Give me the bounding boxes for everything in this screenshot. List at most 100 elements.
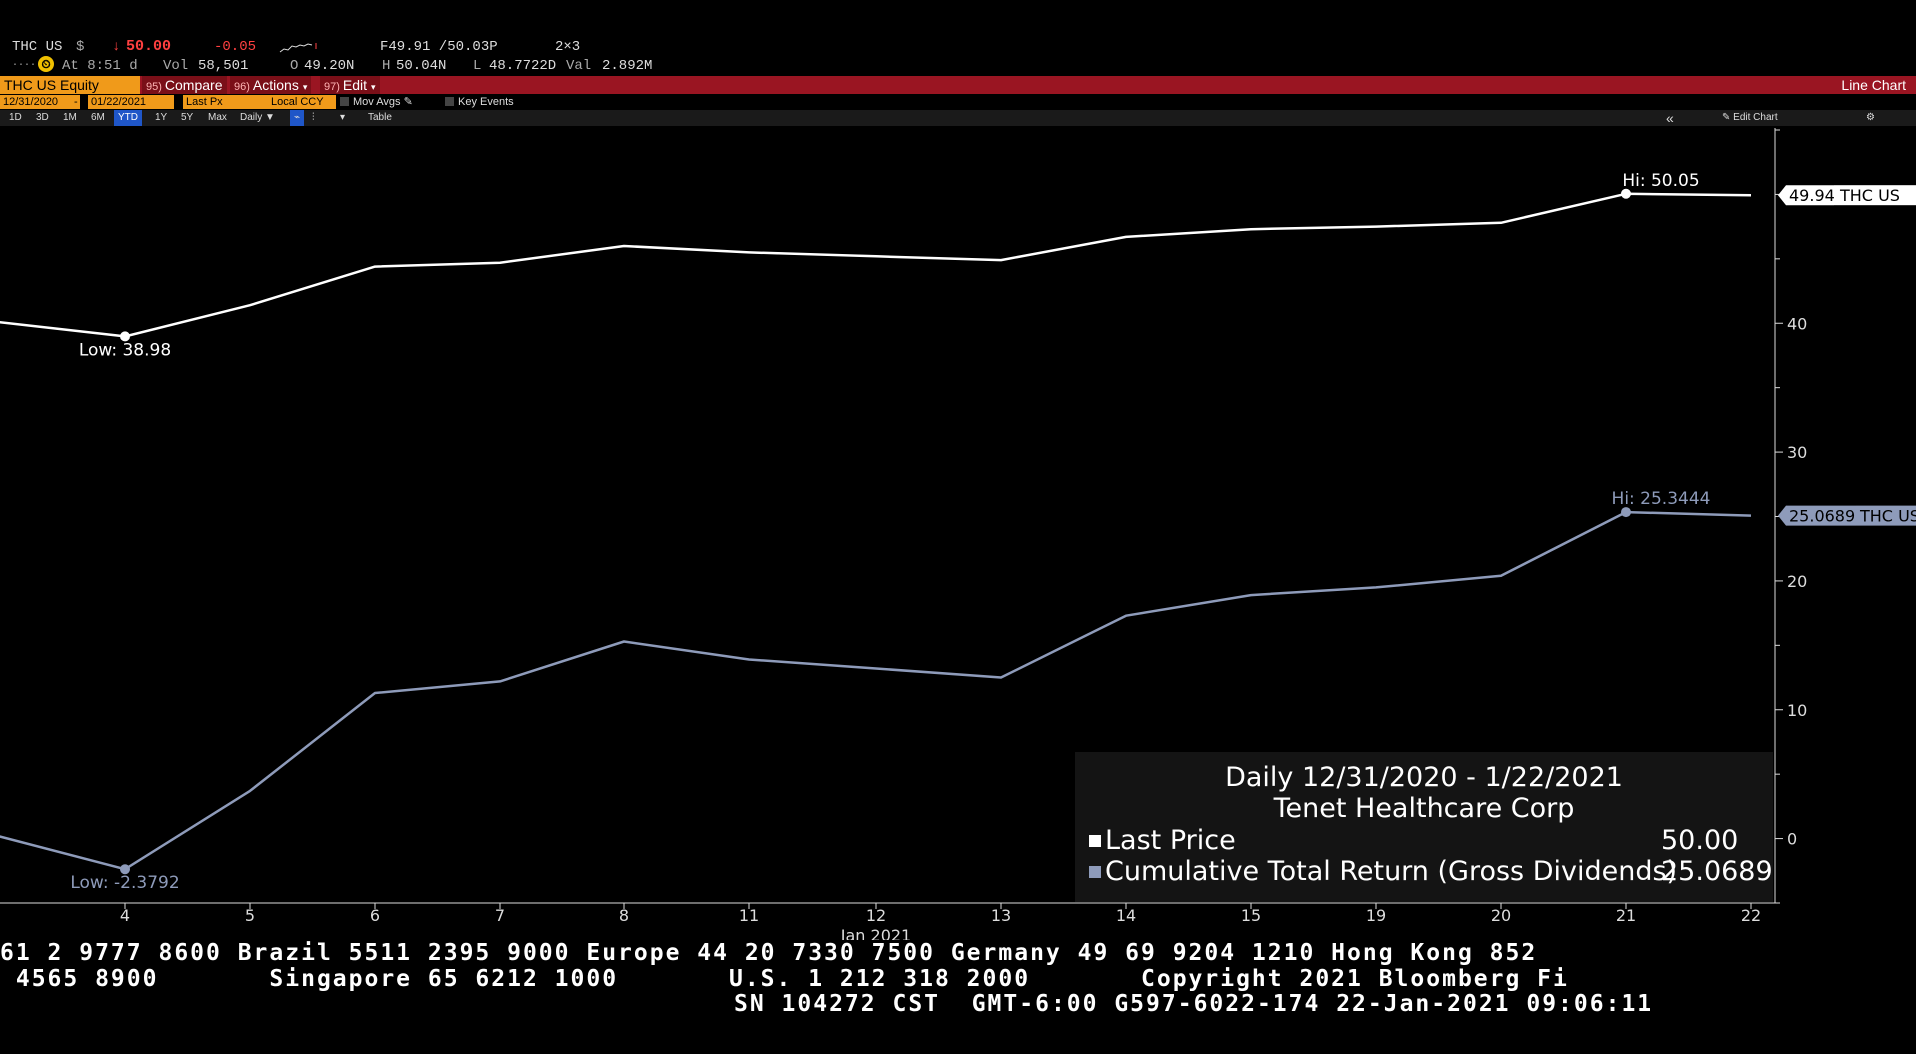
security-field[interactable]: THC US Equity — [0, 76, 140, 94]
legend-row-last-price: Last Price — [1089, 825, 1236, 856]
table-button[interactable]: Table — [368, 112, 392, 123]
x-tick-label: 14 — [1116, 906, 1136, 925]
high-value: 50.04N — [396, 58, 447, 74]
legend-label: Last Price — [1105, 825, 1236, 856]
pencil-icon: ✎ — [403, 96, 413, 108]
x-tick-label: 7 — [495, 906, 505, 925]
last-value-tag — [1778, 185, 1834, 206]
y-tick-label: 30 — [1787, 443, 1807, 462]
date-dash: - — [74, 95, 80, 109]
legend-value: 50.00 — [1661, 825, 1739, 856]
last-value-tag — [1778, 505, 1856, 526]
x-tick-label: 19 — [1366, 906, 1386, 925]
low-value: 48.7722D — [489, 58, 557, 74]
dots-icon: ..... — [12, 58, 43, 69]
mov-avgs-toggle[interactable]: Mov Avgs ✎ — [340, 95, 413, 109]
period-1y[interactable]: 1Y — [155, 112, 168, 123]
legend-title: Daily 12/31/2020 - 1/22/2021 — [1225, 762, 1623, 793]
actions-hotkey: 96) — [234, 81, 250, 93]
low-marker — [120, 864, 130, 875]
key-events-toggle[interactable]: Key Events — [445, 95, 514, 109]
checkbox-icon — [340, 97, 349, 106]
pencil-icon: ✎ — [1722, 112, 1734, 123]
chevron-down-icon: ▾ — [371, 82, 376, 92]
period-3d[interactable]: 3D — [36, 112, 49, 123]
last-value-label: 25.0689 — [1789, 507, 1855, 526]
period-5y[interactable]: 5Y — [181, 112, 194, 123]
edit-chart-label: Edit Chart — [1733, 112, 1778, 123]
x-month-label: Jan 2021 — [840, 926, 911, 940]
series-line — [0, 510, 1752, 871]
low-label: Low: 38.98 — [79, 340, 171, 360]
x-tick-label: 11 — [739, 906, 759, 925]
legend-value: 25.0689 — [1661, 856, 1773, 887]
volume-value: 58,501 — [198, 58, 249, 74]
net-change: -0.05 — [214, 39, 257, 55]
gear-icon[interactable]: ⚙ — [1866, 112, 1875, 123]
bid-ask-size: 2×3 — [555, 39, 581, 55]
edit-hotkey: 97) — [324, 81, 340, 93]
trade-time: At 8:51 d — [62, 58, 138, 74]
x-tick-label: 4 — [120, 906, 130, 925]
checkbox-icon — [445, 97, 454, 106]
value-label: Val — [566, 58, 592, 74]
period-max[interactable]: Max — [208, 112, 227, 123]
high-label: H — [382, 58, 391, 74]
open-value: 49.20N — [304, 58, 355, 74]
edit-chart-button[interactable]: ✎ Edit Chart — [1722, 110, 1778, 126]
chart-axes: 0 10 20 30 40 4 5 6 7 8 11 12 13 14 15 19 20 21 22 Jan 2021 — [0, 128, 1807, 940]
x-tick-label: 13 — [991, 906, 1011, 925]
edit-label: Edit — [342, 77, 368, 93]
series-tag-bg — [1856, 505, 1916, 526]
x-tick-label: 6 — [370, 906, 380, 925]
footer-line-1: 61 2 9777 8600 Brazil 5511 2395 9000 Eur… — [0, 940, 1538, 966]
period-1d[interactable]: 1D — [9, 112, 22, 123]
clock-icon[interactable]: ⏲ — [38, 56, 54, 72]
footer-line-3: SN 104272 CST GMT-6:00 G597-6022-174 22-… — [734, 991, 1654, 1017]
y-tick-label: 10 — [1787, 701, 1807, 720]
line-chart-icon[interactable]: ⌁ — [290, 110, 304, 126]
period-6m[interactable]: 6M — [91, 112, 105, 123]
x-tick-label: 8 — [619, 906, 629, 925]
field-select[interactable]: Last Px — [183, 95, 269, 109]
low-label: L — [473, 58, 482, 74]
ticker: THC US — [12, 39, 63, 55]
compare-label: Compare — [164, 77, 223, 93]
x-tick-label: 20 — [1491, 906, 1511, 925]
start-date-field[interactable]: 12/31/2020 — [0, 95, 74, 109]
currency: $ — [76, 39, 85, 55]
chart-type-label: Line Chart — [1841, 77, 1906, 93]
currency-select[interactable]: Local CCY — [268, 95, 336, 109]
function-bar: THC US Equity 95) Compare 96) Actions ▾ 97)… — [0, 76, 1916, 94]
x-tick-label: 21 — [1616, 906, 1636, 925]
collapse-button[interactable]: « — [1666, 110, 1674, 126]
y-tick-label: 20 — [1787, 572, 1807, 591]
x-tick-label: 22 — [1741, 906, 1761, 925]
frequency-label: Daily — [240, 112, 263, 123]
x-tick-label: 5 — [245, 906, 255, 925]
key-events-label: Key Events — [458, 96, 514, 108]
last-price: 50.00 — [126, 38, 172, 55]
period-1m[interactable]: 1M — [63, 112, 77, 123]
bar-style-icon[interactable]: ⫶ — [312, 112, 315, 123]
end-date-field[interactable]: 01/22/2021 — [88, 95, 174, 109]
sparkline-icon — [279, 43, 317, 53]
value-traded: 2.892M — [602, 58, 653, 74]
volume-label: Vol — [163, 58, 189, 74]
actions-label: Actions — [252, 77, 299, 93]
actions-button[interactable]: 96) Actions ▾ — [230, 76, 312, 94]
legend-swatch — [1089, 866, 1101, 878]
chevron-down-icon[interactable]: ▾ — [340, 112, 346, 123]
series-line — [0, 192, 1752, 338]
y-tick-label: 40 — [1787, 314, 1807, 333]
legend-row-total-return: Cumulative Total Return (Gross Dividends… — [1089, 856, 1677, 887]
legend-swatch — [1089, 835, 1101, 847]
compare-button[interactable]: 95) Compare — [142, 76, 227, 94]
frequency-select[interactable]: Daily ▼ — [240, 110, 275, 126]
edit-button[interactable]: 97) Edit ▾ — [320, 76, 380, 94]
chart-legend: Daily 12/31/2020 - 1/22/2021 Tenet Healt… — [1075, 752, 1773, 902]
series-tag-name: THC US — [1859, 507, 1916, 526]
bid-ask: F49.91 /50.03P — [380, 39, 498, 55]
footer-line-2: 4565 8900 Singapore 65 6212 1000 U.S. 1 … — [0, 966, 1569, 992]
period-ytd[interactable]: YTD — [114, 110, 142, 126]
